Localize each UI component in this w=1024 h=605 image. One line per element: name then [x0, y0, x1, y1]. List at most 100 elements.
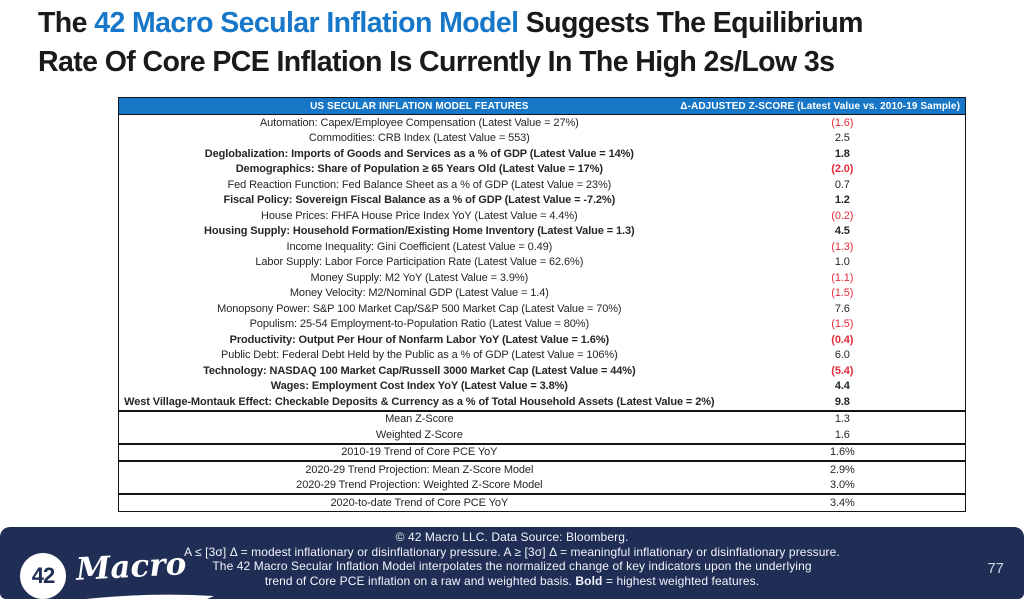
table-row: Monopsony Power: S&P 100 Market Cap/S&P … [119, 301, 965, 317]
logo-underline-icon [76, 594, 214, 603]
feature-label: Productivity: Output Per Hour of Nonfarm… [229, 333, 610, 346]
table-row: 2020-29 Trend Projection: Weighted Z-Sco… [119, 478, 965, 494]
table-row: House Prices: FHFA House Price Index YoY… [119, 208, 965, 224]
zscore-value: (1.5) [831, 318, 854, 331]
zscore-value: 1.2 [834, 194, 850, 207]
feature-label: Demographics: Share of Population ≥ 65 Y… [235, 163, 603, 176]
footer-line4-suffix: = highest weighted features. [602, 573, 760, 588]
footer-line4-bold: Bold [575, 573, 603, 588]
table-row: 2020-29 Trend Projection: Mean Z-Score M… [119, 462, 965, 478]
feature-label: Labor Supply: Labor Force Participation … [255, 256, 584, 269]
feature-label: Fiscal Policy: Sovereign Fiscal Balance … [223, 194, 616, 207]
zscore-value: (5.4) [831, 364, 854, 377]
feature-label: House Prices: FHFA House Price Index YoY… [261, 209, 578, 222]
zscore-value: 2.5 [834, 132, 850, 145]
feature-label: West Village-Montauk Effect: Checkable D… [124, 395, 715, 408]
feature-label: 2020-29 Trend Projection: Mean Z-Score M… [305, 463, 534, 476]
zscore-value: (0.2) [831, 209, 854, 222]
table-row: Wages: Employment Cost Index YoY (Latest… [119, 379, 965, 395]
table-row: West Village-Montauk Effect: Checkable D… [119, 394, 965, 410]
table-row: Fiscal Policy: Sovereign Fiscal Balance … [119, 193, 965, 209]
table-row: Fed Reaction Function: Fed Balance Sheet… [119, 177, 965, 193]
feature-label: Fed Reaction Function: Fed Balance Sheet… [227, 178, 612, 191]
table-body: Automation: Capex/Employee Compensation … [119, 115, 965, 511]
table-header: US SECULAR INFLATION MODEL FEATURES Δ-AD… [119, 98, 965, 115]
table-row: Money Supply: M2 YoY (Latest Value = 3.9… [119, 270, 965, 286]
zscore-value: (1.3) [831, 240, 854, 253]
feature-label: Deglobalization: Imports of Goods and Se… [204, 147, 634, 160]
logo-macro-text: Macro [75, 546, 188, 588]
footer-model-note-line1: The 42 Macro Secular Inflation Model int… [212, 559, 812, 574]
table-section: 2020-29 Trend Projection: Mean Z-Score M… [119, 460, 965, 493]
inflation-model-table: US SECULAR INFLATION MODEL FEATURES Δ-AD… [118, 97, 966, 512]
header-zscore-column: Δ-ADJUSTED Z-SCORE (Latest Value vs. 201… [680, 100, 960, 112]
title-prefix: The [38, 7, 95, 39]
footer-line4-prefix: trend of Core PCE inflation on a raw and… [264, 573, 576, 588]
table-row: Money Velocity: M2/Nominal GDP (Latest V… [119, 286, 965, 302]
feature-label: Monopsony Power: S&P 100 Market Cap/S&P … [217, 302, 622, 315]
zscore-value: 3.0% [829, 479, 855, 492]
zscore-value: 1.6% [829, 446, 855, 459]
title-highlight: 42 Macro Secular Inflation Model [94, 7, 519, 39]
header-features-column: US SECULAR INFLATION MODEL FEATURES [310, 100, 529, 112]
table-section: 2020-to-date Trend of Core PCE YoY 3.4% [119, 493, 965, 511]
title-suffix: Suggests The Equilibrium [518, 7, 864, 39]
table-row: Populism: 25-54 Employment-to-Population… [119, 317, 965, 333]
zscore-value: 1.0 [834, 256, 850, 269]
zscore-value: (1.6) [831, 116, 854, 129]
zscore-value: (0.4) [831, 333, 854, 346]
zscore-value: 4.5 [834, 225, 850, 238]
feature-label: Wages: Employment Cost Index YoY (Latest… [270, 380, 568, 393]
feature-label: Housing Supply: Household Formation/Exis… [204, 225, 635, 238]
table-row: Weighted Z-Score 1.6 [119, 427, 965, 443]
zscore-value: 3.4% [829, 496, 855, 509]
table-section: 2010-19 Trend of Core PCE YoY 1.6% [119, 442, 965, 461]
table-row: Technology: NASDAQ 100 Market Cap/Russel… [119, 363, 965, 379]
table-row: Deglobalization: Imports of Goods and Se… [119, 146, 965, 162]
zscore-value: 1.6 [834, 428, 850, 441]
title-line2: Rate Of Core PCE Inflation Is Currently … [38, 46, 835, 78]
feature-label: Commodities: CRB Index (Latest Value = 5… [308, 132, 530, 145]
table-row: Public Debt: Federal Debt Held by the Pu… [119, 348, 965, 364]
page-title: The 42 Macro Secular Inflation Model Sug… [38, 4, 998, 82]
feature-label: Weighted Z-Score [375, 428, 463, 441]
table-row: Labor Supply: Labor Force Participation … [119, 255, 965, 271]
zscore-value: 4.4 [834, 380, 850, 393]
footer-bar: © 42 Macro LLC. Data Source: Bloomberg. … [0, 527, 1024, 603]
feature-label: 2010-19 Trend of Core PCE YoY [341, 446, 498, 459]
42-macro-logo: 42 Macro [20, 546, 220, 603]
zscore-value: (1.5) [831, 287, 854, 300]
logo-42-circle-icon: 42 [20, 553, 66, 599]
zscore-value: 1.3 [834, 413, 850, 426]
feature-label: 2020-to-date Trend of Core PCE YoY [330, 496, 509, 509]
logo-number: 42 [31, 563, 56, 588]
zscore-value: 7.6 [834, 302, 850, 315]
table-row: Productivity: Output Per Hour of Nonfarm… [119, 332, 965, 348]
feature-label: Public Debt: Federal Debt Held by the Pu… [220, 349, 618, 362]
page-number: 77 [987, 560, 1004, 577]
table-row: Income Inequality: Gini Coefficient (Lat… [119, 239, 965, 255]
zscore-value: 0.7 [834, 178, 850, 191]
footer-model-note-line2: trend of Core PCE inflation on a raw and… [0, 574, 1024, 589]
table-row: Housing Supply: Household Formation/Exis… [119, 224, 965, 240]
table-row: Mean Z-Score 1.3 [119, 412, 965, 428]
table-row: Commodities: CRB Index (Latest Value = 5… [119, 131, 965, 147]
table-section: Mean Z-Score 1.3 Weighted Z-Score 1.6 [119, 409, 965, 443]
table-row: Demographics: Share of Population ≥ 65 Y… [119, 162, 965, 178]
feature-label: Money Supply: M2 YoY (Latest Value = 3.9… [310, 271, 529, 284]
feature-label: Automation: Capex/Employee Compensation … [259, 116, 579, 129]
zscore-value: (2.0) [831, 163, 854, 176]
zscore-value: 6.0 [834, 349, 850, 362]
zscore-value: 2.9% [829, 463, 855, 476]
table-section: Automation: Capex/Employee Compensation … [119, 115, 965, 410]
zscore-value: 9.8 [834, 395, 850, 408]
footer-sigma-note: A ≤ [3σ] Δ = modest inflationary or disi… [184, 544, 840, 559]
feature-label: 2020-29 Trend Projection: Weighted Z-Sco… [296, 479, 543, 492]
footer-copyright: © 42 Macro LLC. Data Source: Bloomberg. [395, 530, 629, 544]
table-row: 2010-19 Trend of Core PCE YoY 1.6% [119, 445, 965, 461]
zscore-value: 1.8 [834, 147, 850, 160]
footer-notes: © 42 Macro LLC. Data Source: Bloomberg. … [0, 530, 1024, 588]
feature-label: Mean Z-Score [385, 413, 454, 426]
zscore-value: (1.1) [831, 271, 854, 284]
